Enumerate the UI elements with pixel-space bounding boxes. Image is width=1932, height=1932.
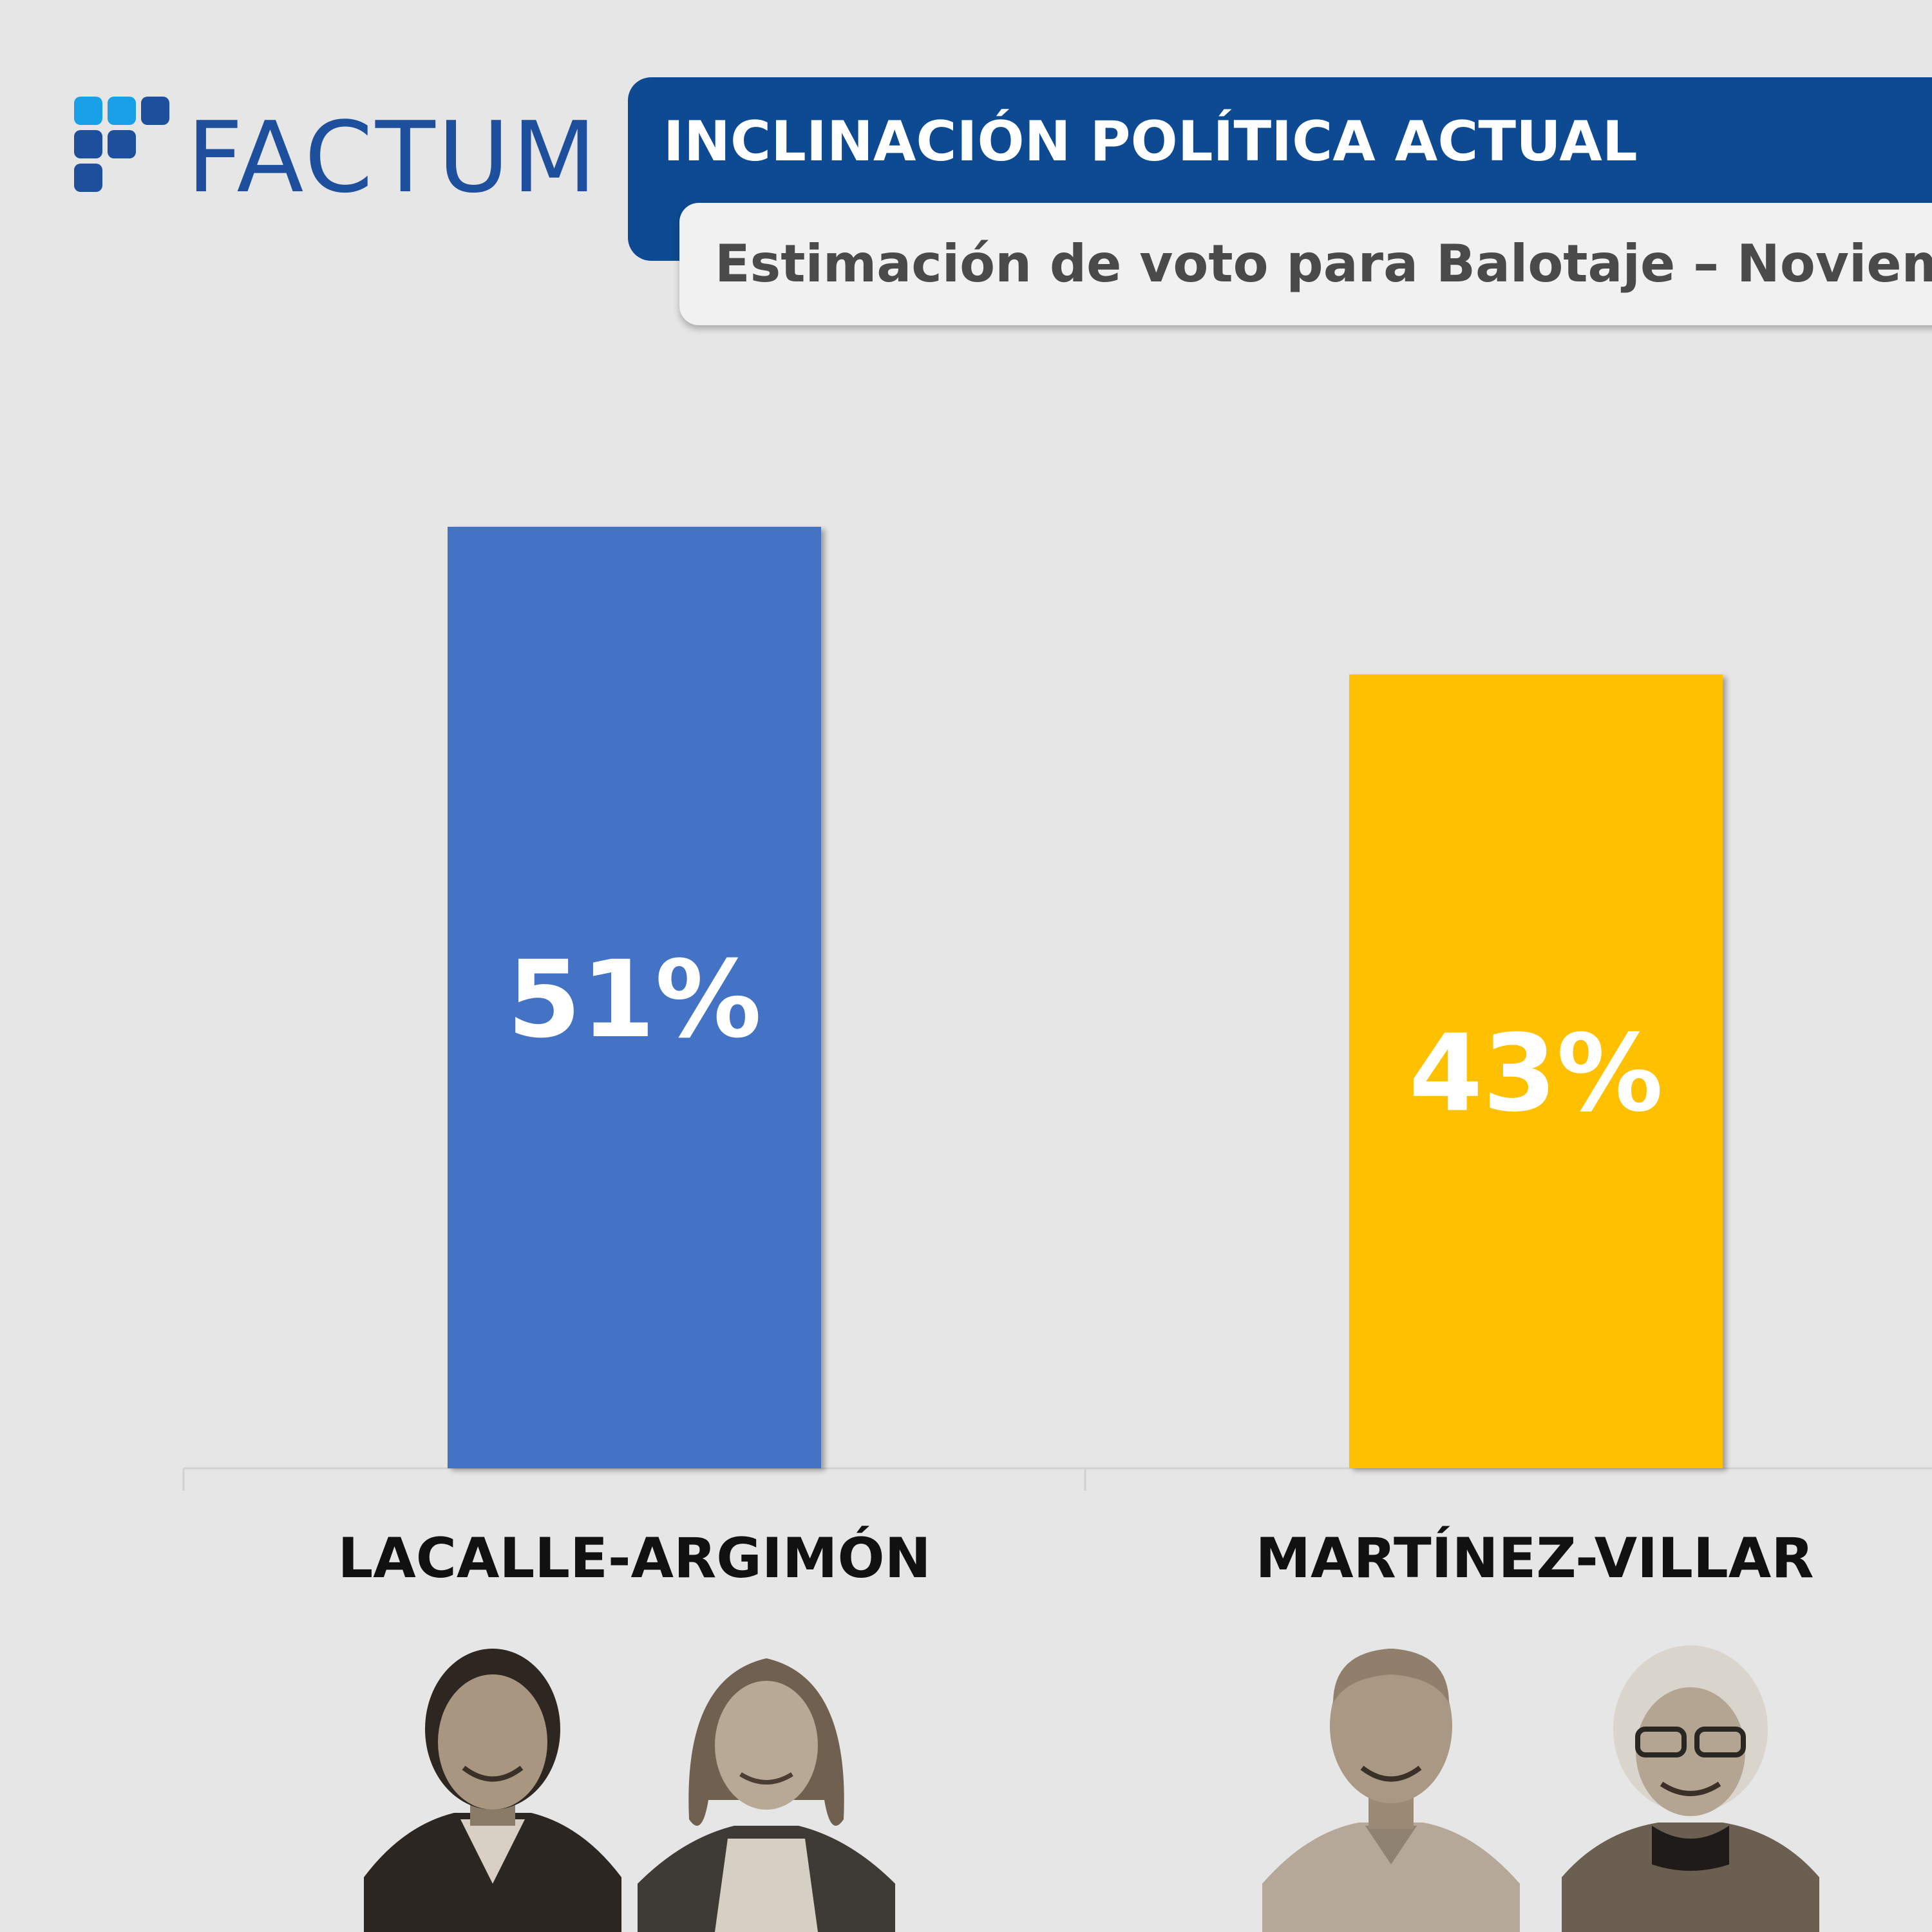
category-label-lacalle-argimon: LACALLE-ARGIMÓN [337,1526,931,1591]
portrait-photo-1 [364,1607,621,1932]
category-label-martinez-villar: MARTÍNEZ-VILLAR [1255,1526,1814,1591]
bar-value-label-1: 43% [1409,1012,1663,1135]
factum-logo: FACTUM [74,97,602,214]
page-subtitle: Estimación de voto para Balotaje – Novie… [715,234,1932,294]
bar-1 [1349,674,1723,1468]
portrait-photo-3 [1262,1607,1520,1932]
factum-logo-text: FACTUM [187,100,600,214]
factum-logo-mark-icon [74,97,177,200]
portrait-photo-2 [638,1607,895,1932]
portrait-photo-4 [1562,1607,1819,1932]
bar-value-label-0: 51% [507,938,762,1061]
subtitle-banner [679,203,1932,325]
bar-0 [448,527,821,1468]
page-title: INCLINACIÓN POLÍTICA ACTUAL [663,109,1638,174]
